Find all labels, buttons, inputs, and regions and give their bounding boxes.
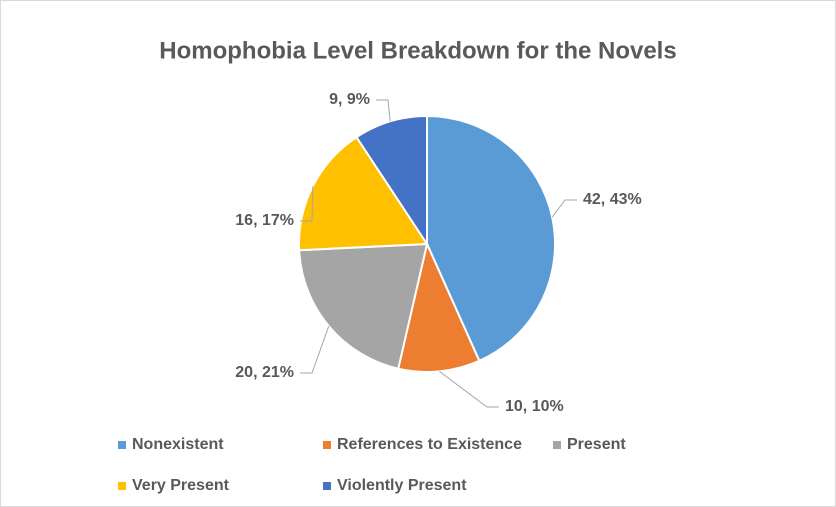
pie-slice [426,114,556,363]
leader-line [300,325,330,374]
data-label: 10, 10% [505,398,564,415]
legend-label: Very Present [132,477,230,494]
legend-label: Nonexistent [132,436,224,453]
legend-swatch [323,482,331,490]
data-label: 20, 21% [235,364,294,381]
data-label: 9, 9% [329,91,370,108]
leader-line [300,186,314,222]
leader-line [439,370,499,408]
legend-swatch [118,482,126,490]
pie-slice [397,240,481,373]
legend-swatch [323,441,331,449]
leader-line [551,199,577,218]
data-label: 42, 43% [583,191,642,208]
data-label: 16, 17% [235,212,294,229]
legend-label: Violently Present [337,477,467,494]
legend-label: References to Existence [337,436,522,453]
pie-slice [355,114,428,248]
legend-label: Present [567,436,626,453]
legend-swatch [553,441,561,449]
leader-line [376,99,391,122]
legend-swatch [118,441,126,449]
chart-title: Homophobia Level Breakdown for the Novel… [159,37,676,64]
